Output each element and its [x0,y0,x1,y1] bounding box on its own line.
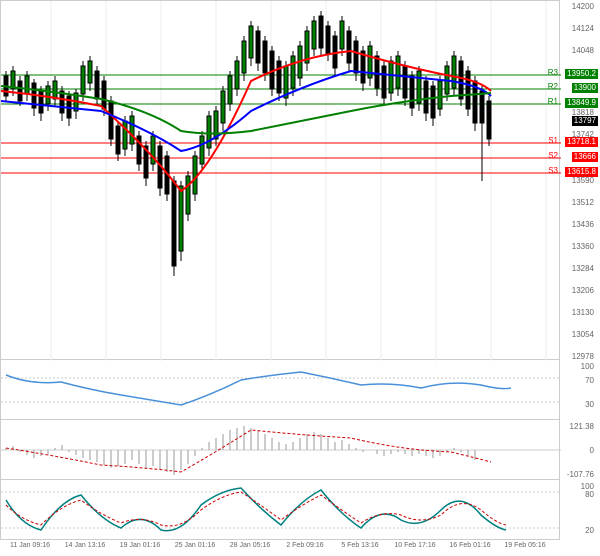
ytick: 13284 [572,264,594,273]
xtick: 28 Jan 05:16 [230,542,270,549]
ind3-tick: 20 [585,526,594,535]
xtick: 19 Feb 05:16 [504,542,545,549]
ytick: 13512 [572,198,594,207]
xtick: 25 Jan 01:16 [175,542,215,549]
ytick: 13054 [572,330,594,339]
ytick: 13360 [572,242,594,251]
ind2-tick: -107.76 [567,470,594,479]
ytick: 13130 [572,308,594,317]
ytick: 12978 [572,352,594,361]
ind3-tick: 80 [585,490,594,499]
r3-value: 13950.2 [565,69,598,79]
price-chart-svg [1,1,561,361]
ytick: 13590 [572,176,594,185]
xtick: 10 Feb 17:16 [394,542,435,549]
ytick: 13436 [572,220,594,229]
indicator3-panel[interactable] [0,480,560,540]
ind1-tick: 70 [585,376,594,385]
s2-label: S2 [548,151,558,160]
ind1-tick: 30 [585,400,594,409]
ytick: 14124 [572,24,594,33]
s3-label: S3 [548,166,558,175]
xtick: 5 Feb 13:16 [341,542,378,549]
xtick: 14 Jan 13:16 [65,542,105,549]
r1-label: R1 [548,97,558,106]
ytick: 14200 [572,2,594,11]
xtick: 2 Feb 09:16 [286,542,323,549]
trading-chart: 14200 14124 14048 13972 13818 13742 1359… [0,0,600,556]
s3-value: 13615.8 [565,167,598,177]
ind2-tick: 0 [590,446,594,455]
xtick: 11 Jan 09:16 [10,542,50,549]
r2-value: 13900 [572,83,598,93]
s1-value: 13718.1 [565,137,598,147]
xtick: 19 Jan 01:16 [120,542,160,549]
ind1-tick: 100 [581,362,594,371]
ytick: 14048 [572,46,594,55]
indicator2-panel[interactable] [0,420,560,480]
xtick: 16 Feb 01:16 [449,542,490,549]
price-panel[interactable] [0,0,560,360]
r3-label: R3 [548,68,558,77]
s1-label: S1 [548,136,558,145]
s2-value: 13666 [572,152,598,162]
indicator2-svg [1,420,561,480]
indicator1-svg [1,360,561,420]
current-price: 13797 [572,116,598,126]
r1-value: 13849.9 [565,98,598,108]
indicator3-svg [1,480,561,540]
indicator1-panel[interactable] [0,360,560,420]
ytick: 13206 [572,286,594,295]
r2-label: R2 [548,82,558,91]
ind2-tick: 121.38 [570,422,594,431]
